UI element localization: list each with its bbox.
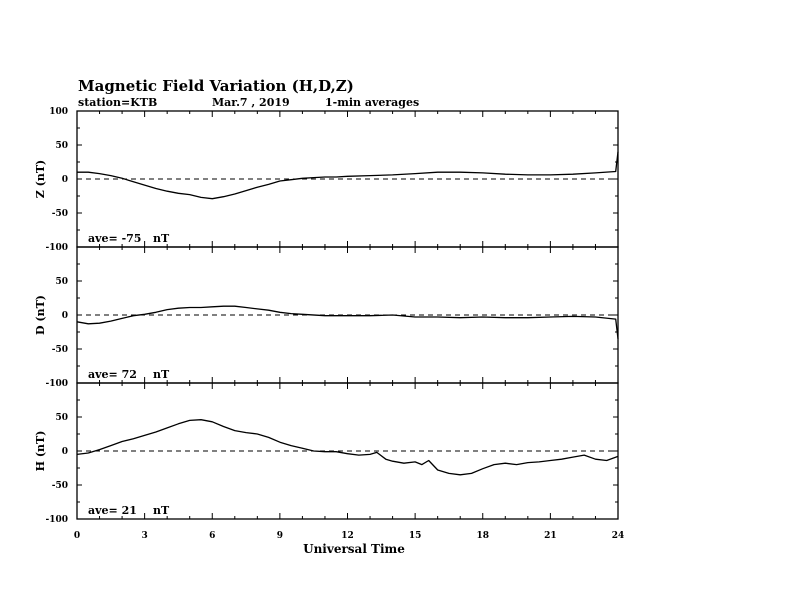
xtick-label: 12 [341,531,354,541]
panel-h-series-line [76,419,619,476]
panel-d-series-line [76,305,619,339]
xtick-label: 21 [544,531,557,541]
panel-z-ytick-label: -100 [45,243,68,253]
panel-h-unit-label: nT [153,504,170,517]
averages-label: 1-min averages [325,96,419,109]
panel-h-ytick-label: 0 [62,447,68,457]
panel-h-ave-label: ave= 21 [88,504,137,517]
panel-z-unit-label: nT [153,232,170,245]
panel-z-ylabel: Z (nT) [34,160,47,198]
panel-z-ave-label: ave= -75 [88,232,141,245]
panel-h-ytick-label: 50 [55,413,68,423]
panel-d-ytick-label: 50 [55,277,68,287]
date-label: Mar.7 , 2019 [212,96,290,109]
xtick-label: 15 [409,531,422,541]
panel-d-ytick-label: 0 [62,311,68,321]
panel-d-unit-label: nT [153,368,170,381]
xtick-label: 0 [74,531,80,541]
panel-d-ytick-label: -50 [52,345,68,355]
panel-z-series-line [77,151,619,200]
panels-group: 100 50 0 -50 -100 Z (nT) ave= -75 nT 50 0 -50 -100 D… [34,107,624,541]
panel-d-ylabel: D (nT) [34,295,47,335]
panel-d-ave-label: ave= 72 [88,368,137,381]
x-axis-title: Universal Time [303,542,405,556]
panel-d-ytick-label: -100 [45,379,68,389]
panel-z-ytick-label: 50 [55,141,68,151]
panel-h-ytick-label: -50 [52,481,68,491]
station-label: station=KTB [78,96,157,109]
panel-h-ytick-label: -100 [45,515,68,525]
xtick-label: 9 [277,531,283,541]
panel-z-ytick-label: 100 [49,107,68,117]
xtick-label: 18 [476,531,489,541]
panel-z-ytick-label: 0 [62,175,68,185]
xtick-label: 24 [612,531,625,541]
panel-h-ylabel: H (nT) [34,431,47,472]
chart-title: Magnetic Field Variation (H,D,Z) [78,77,354,95]
xtick-label: 6 [209,531,215,541]
xtick-label: 3 [141,531,147,541]
panel-z-ytick-label: -50 [52,209,68,219]
